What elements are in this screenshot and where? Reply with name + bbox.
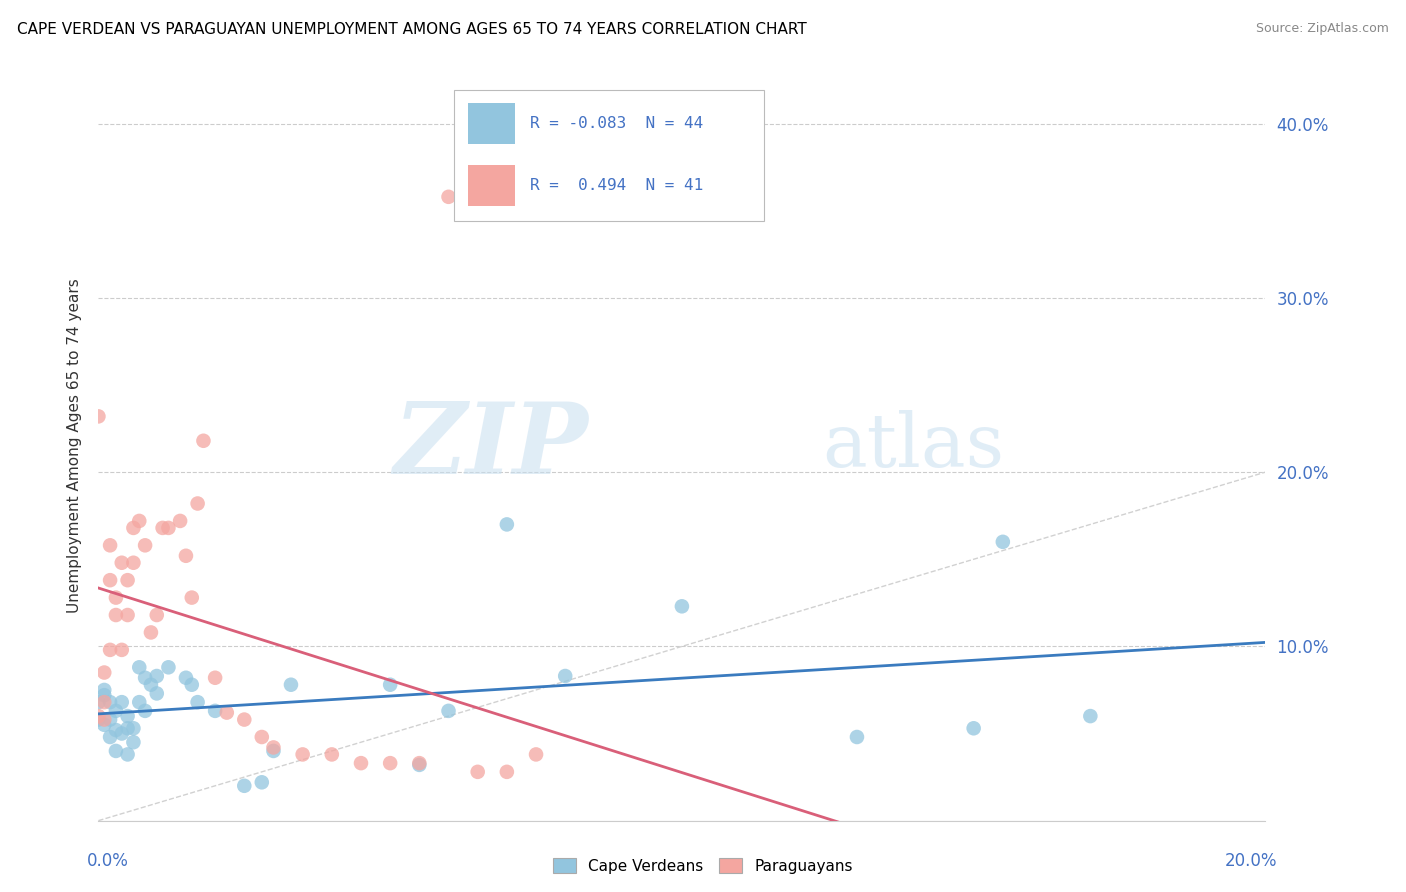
Point — [187, 695, 209, 709]
Point — [187, 496, 209, 510]
FancyBboxPatch shape — [454, 90, 763, 221]
Point — [233, 779, 256, 793]
Text: R = -0.083  N = 44: R = -0.083 N = 44 — [530, 116, 703, 130]
Point — [152, 521, 174, 535]
Point — [111, 695, 134, 709]
Point — [128, 514, 150, 528]
Text: Source: ZipAtlas.com: Source: ZipAtlas.com — [1256, 22, 1389, 36]
Point — [146, 607, 169, 622]
Point — [250, 775, 273, 789]
Point — [350, 756, 373, 771]
Point — [671, 599, 693, 614]
Point — [991, 534, 1014, 549]
Point — [215, 706, 238, 720]
Point — [87, 713, 110, 727]
Point — [93, 695, 115, 709]
Point — [134, 704, 156, 718]
Point — [157, 521, 180, 535]
Point — [98, 573, 121, 587]
Point — [467, 764, 489, 779]
Text: CAPE VERDEAN VS PARAGUAYAN UNEMPLOYMENT AMONG AGES 65 TO 74 YEARS CORRELATION CH: CAPE VERDEAN VS PARAGUAYAN UNEMPLOYMENT … — [17, 22, 807, 37]
Point — [98, 730, 121, 744]
FancyBboxPatch shape — [468, 165, 515, 206]
Point — [98, 643, 121, 657]
Point — [146, 686, 169, 700]
Point — [846, 730, 869, 744]
Point — [98, 713, 121, 727]
Point — [117, 721, 139, 735]
Point — [380, 678, 402, 692]
Point — [157, 660, 180, 674]
Point — [104, 704, 127, 718]
Text: R =  0.494  N = 41: R = 0.494 N = 41 — [530, 178, 703, 193]
Text: 0.0%: 0.0% — [87, 852, 128, 870]
Point — [408, 757, 430, 772]
Point — [104, 744, 127, 758]
Point — [128, 695, 150, 709]
Text: ZIP: ZIP — [394, 398, 589, 494]
Point — [93, 688, 115, 702]
Point — [128, 660, 150, 674]
Point — [122, 521, 145, 535]
Point — [962, 721, 984, 735]
Point — [117, 709, 139, 723]
Point — [408, 756, 430, 771]
Point — [193, 434, 215, 448]
Text: atlas: atlas — [823, 409, 1004, 483]
Point — [93, 665, 115, 680]
Point — [93, 682, 115, 697]
Point — [87, 695, 110, 709]
Point — [204, 671, 226, 685]
Point — [139, 625, 162, 640]
Point — [93, 718, 115, 732]
Point — [122, 556, 145, 570]
Point — [204, 704, 226, 718]
Point — [233, 713, 256, 727]
Point — [174, 549, 197, 563]
Point — [134, 671, 156, 685]
FancyBboxPatch shape — [468, 103, 515, 144]
Point — [104, 591, 127, 605]
Point — [98, 695, 121, 709]
Point — [104, 723, 127, 737]
Point — [139, 678, 162, 692]
Point — [87, 709, 110, 723]
Point — [437, 704, 460, 718]
Point — [111, 726, 134, 740]
Point — [93, 713, 115, 727]
Point — [262, 740, 284, 755]
Point — [117, 607, 139, 622]
Point — [250, 730, 273, 744]
Point — [554, 669, 576, 683]
Point — [280, 678, 302, 692]
Point — [496, 764, 519, 779]
Y-axis label: Unemployment Among Ages 65 to 74 years: Unemployment Among Ages 65 to 74 years — [66, 278, 82, 614]
Point — [117, 573, 139, 587]
Point — [174, 671, 197, 685]
Point — [111, 643, 134, 657]
Point — [180, 591, 202, 605]
Point — [496, 517, 519, 532]
Point — [169, 514, 191, 528]
Point — [98, 538, 121, 552]
Point — [380, 756, 402, 771]
Legend: Cape Verdeans, Paraguayans: Cape Verdeans, Paraguayans — [547, 852, 859, 880]
Point — [1080, 709, 1102, 723]
Point — [262, 744, 284, 758]
Point — [146, 669, 169, 683]
Point — [321, 747, 343, 762]
Point — [117, 747, 139, 762]
Point — [134, 538, 156, 552]
Point — [104, 607, 127, 622]
Point — [524, 747, 547, 762]
Point — [180, 678, 202, 692]
Point — [111, 556, 134, 570]
Point — [437, 190, 460, 204]
Point — [87, 409, 110, 424]
Point — [291, 747, 314, 762]
Point — [122, 735, 145, 749]
Point — [122, 721, 145, 735]
Text: 20.0%: 20.0% — [1225, 852, 1277, 870]
